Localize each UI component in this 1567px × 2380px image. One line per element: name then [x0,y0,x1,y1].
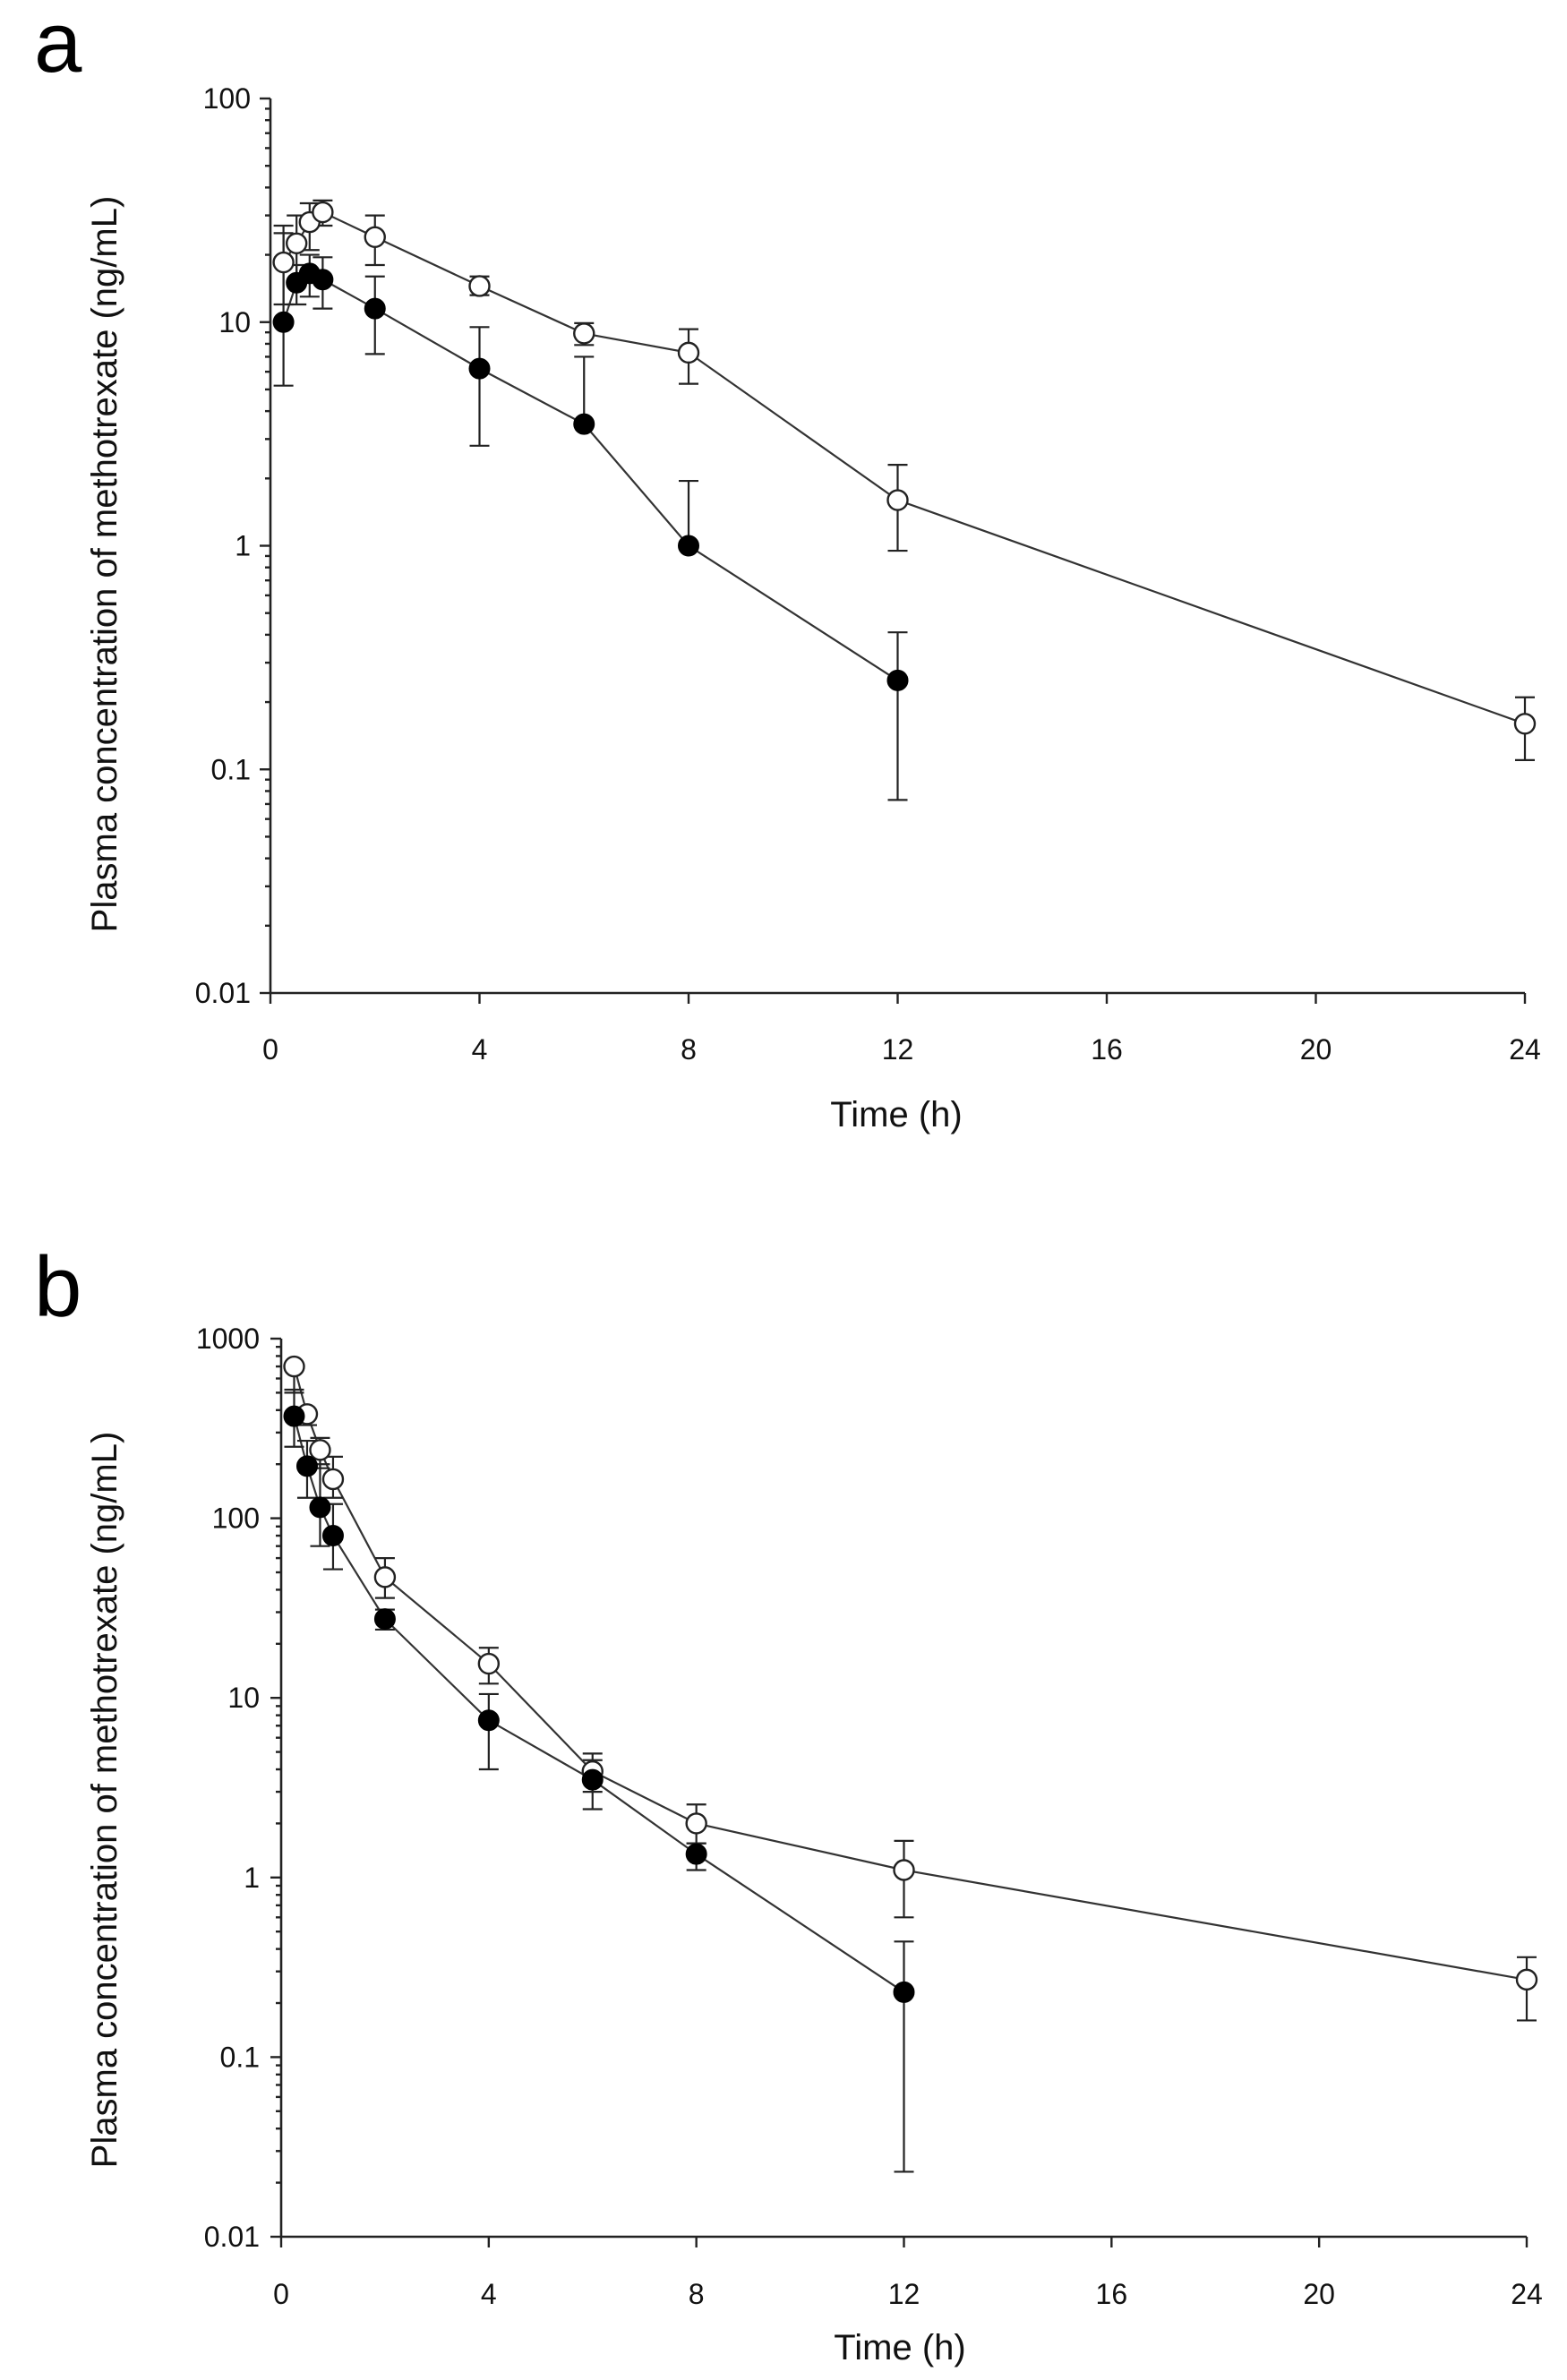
panel-b-x-tick-label: 0 [273,2278,289,2310]
panel-b-label: b [34,1239,81,1335]
panel-a-open-data-point [573,322,595,345]
panel-b-filled-data-point [685,1843,707,1865]
panel-b: b Plasma concentration of methotrexate (… [34,1239,1543,2367]
panel-b-y-tick-label: 0.01 [204,2221,260,2253]
panel-b-filled-data-point [321,1525,344,1547]
panel-a-x-tick-label: 0 [262,1033,278,1066]
panel-b-filled-data-point [283,1405,305,1427]
panel-b-open-series-line [293,1366,1528,1981]
panel-b-filled-data-point [477,1709,500,1732]
panel-b-x-tick-label: 16 [1096,2278,1128,2310]
panel-a-y-tick-label: 0.1 [211,753,251,785]
panel-a-filled-data-point [312,269,334,291]
panel-b-filled-data-point [893,1981,915,2003]
panel-b-filled-series-line [293,1416,905,1993]
panel-a-y-tick-label: 100 [203,82,251,115]
panel-a-filled-data-point [468,357,491,380]
panel-a-x-tick-label: 12 [882,1033,914,1066]
panel-a-open-data-point [364,226,386,248]
panel-b-open-data-point [893,1859,915,1881]
panel-b-x-tick-label: 4 [481,2278,497,2310]
panel-b-open-data-point [321,1468,345,1491]
panel-a-y-tick-label: 10 [218,306,251,338]
panel-b-x-axis-title: Time (h) [834,2328,965,2367]
panel-a-x-tick-label: 24 [1509,1033,1541,1066]
panel-a: a Plasma concentration of methotrexate (… [34,0,1541,1134]
panel-a-y-tick-label: 0.01 [195,977,251,1009]
panel-b-open-data-point [309,1439,331,1461]
panel-a-filled-data-point [886,669,909,691]
panel-b-filled-data-point [581,1768,604,1791]
panel-b-y-axis-title: Plasma concentration of methotrexate (ng… [85,1432,124,2169]
panel-a-filled-data-point [573,413,595,435]
panel-a-filled-data-point [272,311,295,333]
panel-b-open-data-point [373,1566,397,1588]
panel-a-label: a [34,0,82,90]
panel-a-open-data-point [1513,713,1537,735]
panel-a-x-tick-label: 8 [681,1033,697,1066]
panel-b-filled-data-point [309,1496,331,1519]
panel-b-x-tick-label: 24 [1511,2278,1543,2310]
panel-b-x-tick-label: 8 [689,2278,705,2310]
panel-b-y-tick-label: 1000 [196,1323,260,1355]
panel-a-x-tick-label: 4 [472,1033,488,1066]
panel-b-x-tick-label: 12 [888,2278,921,2310]
panel-a-filled-data-point [364,297,386,320]
panel-a-open-data-point [272,251,295,274]
panel-b-filled-data-point [373,1608,396,1631]
panel-b-y-tick-label: 100 [212,1502,260,1535]
panel-a-open-data-point [886,489,909,511]
panel-b-x-tick-label: 20 [1303,2278,1335,2310]
panel-b-y-tick-label: 10 [227,1682,260,1714]
panel-a-x-tick-label: 16 [1091,1033,1123,1066]
panel-a-open-data-point [312,201,334,224]
panel-b-open-data-point [283,1355,305,1378]
panel-a-y-axis-title: Plasma concentration of methotrexate (ng… [85,196,124,933]
panel-b-open-data-point [1515,1968,1538,1991]
panel-b-y-tick-label: 1 [244,1862,260,1894]
panel-a-open-data-point [468,275,491,297]
panel-b-open-data-point [477,1652,501,1675]
panel-a-filled-data-point [678,535,699,557]
panel-a-y-tick-label: 1 [235,530,251,562]
panel-b-filled-data-point [295,1455,318,1477]
panel-b-y-tick-label: 0.1 [220,2041,260,2073]
panel-a-x-tick-label: 20 [1300,1033,1332,1066]
panel-a-open-data-point [285,232,308,254]
panel-a-open-data-point [677,341,700,364]
panel-b-open-data-point [685,1812,707,1835]
panel-a-x-axis-title: Time (h) [830,1095,962,1134]
panel-a-open-series-line [282,210,1526,725]
